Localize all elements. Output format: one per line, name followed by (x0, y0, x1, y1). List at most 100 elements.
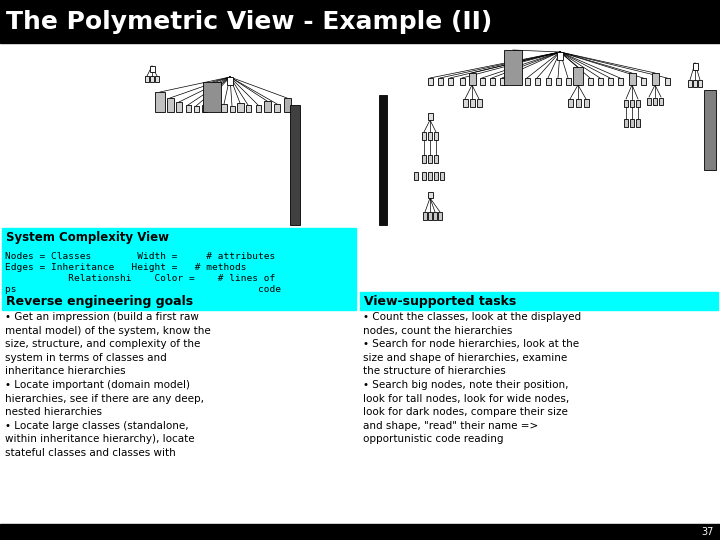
Bar (636, 119, 640, 127)
Bar (500, 78, 505, 85)
Bar (469, 99, 474, 107)
Bar (2, 248, 356, 294)
Text: Reverse engineering goals: Reverse engineering goals (6, 294, 193, 307)
Bar (641, 78, 646, 85)
Bar (155, 92, 165, 112)
Bar (422, 132, 426, 140)
Bar (693, 63, 698, 70)
Bar (434, 172, 438, 180)
Bar (246, 105, 251, 112)
Bar (2, 228, 356, 248)
Bar (434, 132, 438, 140)
Bar (2, 292, 356, 310)
Bar (653, 98, 657, 105)
Bar (230, 106, 235, 112)
Bar (194, 106, 199, 112)
Bar (221, 104, 227, 112)
Bar (428, 192, 433, 198)
Bar (155, 76, 159, 82)
Bar (688, 80, 692, 87)
Bar (575, 99, 580, 107)
Bar (379, 95, 387, 225)
Bar (556, 78, 560, 85)
Bar (567, 99, 572, 107)
Text: • Get an impression (build a first raw
mental model) of the system, know the
siz: • Get an impression (build a first raw m… (5, 312, 211, 458)
Bar (202, 105, 207, 112)
Bar (256, 105, 261, 112)
Bar (624, 119, 628, 127)
Bar (428, 172, 432, 180)
Bar (462, 99, 467, 107)
Bar (490, 78, 495, 85)
Bar (274, 104, 280, 112)
Bar (630, 100, 634, 107)
Bar (480, 78, 485, 85)
Bar (264, 101, 271, 112)
Bar (629, 73, 636, 85)
Bar (423, 212, 427, 220)
Bar (428, 155, 432, 163)
Bar (477, 99, 482, 107)
Bar (0, 0, 720, 43)
Bar (0, 524, 720, 540)
Bar (647, 98, 651, 105)
Bar (203, 82, 221, 112)
Bar (459, 78, 464, 85)
Bar (433, 212, 437, 220)
Bar (624, 100, 628, 107)
Text: System Complexity View: System Complexity View (6, 232, 169, 245)
Bar (659, 98, 663, 105)
Bar (145, 76, 149, 82)
Bar (565, 78, 570, 85)
Bar (598, 78, 603, 85)
Text: ps                                          code: ps code (5, 285, 281, 294)
Bar (652, 73, 659, 85)
Bar (557, 52, 563, 60)
Text: Relationshi    Color =    # lines of: Relationshi Color = # lines of (5, 274, 275, 283)
Bar (150, 66, 155, 72)
Bar (448, 78, 452, 85)
Bar (618, 78, 623, 85)
Bar (414, 172, 418, 180)
Text: View-supported tasks: View-supported tasks (364, 294, 516, 307)
Bar (469, 73, 475, 85)
Bar (290, 105, 300, 225)
Bar (608, 78, 613, 85)
Text: The Polymetric View - Example (II): The Polymetric View - Example (II) (6, 10, 492, 34)
Bar (176, 102, 182, 112)
Bar (227, 77, 233, 85)
Bar (546, 78, 551, 85)
Bar (693, 80, 697, 87)
Bar (583, 99, 588, 107)
Bar (422, 172, 426, 180)
Bar (534, 78, 539, 85)
Bar (438, 212, 442, 220)
Bar (150, 76, 154, 82)
Bar (428, 113, 433, 120)
Bar (504, 50, 522, 85)
Bar (524, 78, 529, 85)
Bar (704, 90, 716, 170)
Bar (440, 172, 444, 180)
Text: Edges = Inheritance   Height =   # methods: Edges = Inheritance Height = # methods (5, 263, 246, 272)
Bar (665, 78, 670, 85)
Bar (636, 100, 640, 107)
Bar (428, 132, 432, 140)
Bar (166, 98, 174, 112)
Bar (698, 80, 702, 87)
Bar (573, 67, 583, 85)
Bar (438, 78, 443, 85)
Bar (428, 78, 433, 85)
Text: 37: 37 (701, 527, 714, 537)
Bar (588, 78, 593, 85)
Bar (236, 103, 243, 112)
Bar (422, 155, 426, 163)
Bar (630, 119, 634, 127)
Text: Nodes = Classes        Width =     # attributes: Nodes = Classes Width = # attributes (5, 252, 275, 261)
Bar (186, 105, 191, 112)
Bar (434, 155, 438, 163)
Bar (428, 212, 432, 220)
Bar (284, 98, 290, 112)
Text: • Count the classes, look at the displayed
nodes, count the hierarchies
• Search: • Count the classes, look at the display… (363, 312, 581, 444)
Bar (360, 292, 718, 310)
